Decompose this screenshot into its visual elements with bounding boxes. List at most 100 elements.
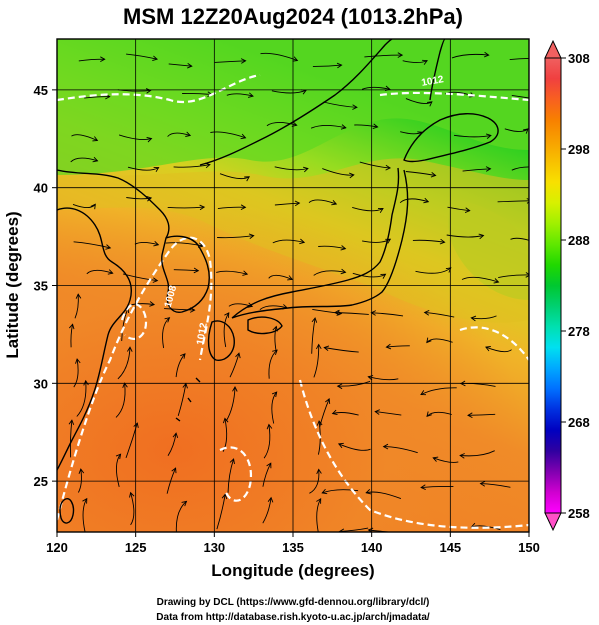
streamline-arrow [266, 423, 273, 430]
streamline [399, 198, 429, 204]
streamline-arrow [129, 491, 135, 498]
streamline [386, 345, 410, 348]
streamline-arrow [374, 409, 380, 415]
streamline-arrow [240, 204, 247, 211]
streamline-arrow [470, 315, 477, 322]
streamline-arrow [382, 443, 389, 450]
streamline-arrow [193, 267, 200, 274]
streamline-arrow [180, 353, 186, 359]
streamline-arrow [483, 51, 490, 58]
streamline-arrow [232, 386, 238, 392]
streamline-arrow [78, 468, 85, 474]
y-tick-label-45: 45 [34, 83, 48, 98]
streamline-arrow [222, 417, 229, 424]
streamline [127, 166, 159, 171]
streamline-arrow [152, 55, 159, 62]
streamline-arrow [248, 233, 255, 239]
streamline [262, 497, 272, 524]
isobar-1012-west [57, 236, 213, 521]
streamline [433, 457, 459, 463]
x-axis-ticks: 120 125 130 135 140 145 150 [46, 532, 540, 555]
streamline [366, 491, 402, 500]
streamline [125, 422, 138, 459]
streamline [78, 469, 82, 493]
streamline [227, 458, 235, 493]
streamline [263, 424, 271, 459]
streamline [73, 358, 79, 388]
streamline-arrow [164, 317, 171, 323]
streamline-arrow [75, 293, 82, 299]
streamline [451, 53, 489, 59]
x-tick-label-135: 135 [282, 540, 304, 555]
streamline-arrow [149, 301, 156, 307]
streamline [167, 206, 205, 209]
isobar-1012-north [57, 73, 261, 103]
streamline [316, 498, 322, 532]
streamline [166, 467, 177, 494]
coast-russia-maritime [199, 39, 393, 166]
streamline-arrow [316, 343, 322, 350]
streamline [322, 168, 354, 176]
streamline [225, 386, 236, 422]
isobar-1012-south [219, 446, 253, 502]
streamline [115, 383, 126, 418]
streamline [272, 239, 305, 244]
streamline [354, 124, 378, 128]
streamline [317, 420, 321, 455]
streamline [177, 383, 187, 417]
streamline-arrow [247, 92, 254, 98]
map-title: MSM 12Z20Aug2024 (1013.2hPa) [123, 4, 463, 29]
streamline-arrow [240, 133, 247, 140]
streamline [129, 303, 155, 306]
streamline [361, 86, 390, 90]
streamline-arrow [439, 238, 446, 245]
streamline [359, 161, 391, 169]
streamline [313, 270, 346, 276]
streamline-arrow [291, 121, 298, 127]
streamline [426, 338, 453, 343]
streamline-arrow [365, 488, 372, 495]
x-tick-label-125: 125 [125, 540, 147, 555]
streamline-arrow [485, 133, 492, 139]
coast-bohai-liaodong [57, 169, 170, 239]
streamline [471, 525, 501, 531]
streamline [447, 206, 470, 212]
streamline-arrow [272, 349, 278, 356]
streamline [76, 380, 87, 417]
streamline [311, 317, 316, 354]
streamline-arrow [478, 233, 485, 240]
streamline-arrow [242, 270, 249, 276]
streamline [352, 272, 386, 278]
streamline [332, 412, 359, 416]
streamline [126, 53, 158, 60]
streamline [121, 307, 129, 342]
coast-japan-kyushu [207, 320, 235, 361]
streamline [319, 398, 330, 428]
streamline [352, 206, 384, 212]
streamline [117, 347, 131, 380]
streamline [70, 157, 98, 163]
streamline [223, 312, 230, 348]
streamline [73, 241, 111, 249]
streamline-arrow [187, 63, 193, 69]
streamline [130, 492, 135, 526]
streamline-arrow [323, 345, 330, 351]
isobar-label-2: 1012 [421, 74, 445, 89]
streamline-arrow [349, 172, 355, 179]
streamline [268, 349, 278, 379]
colorbar-label-268: 268 [568, 415, 590, 430]
streamline [485, 346, 512, 353]
streamline [453, 134, 491, 138]
streamline-arrow [340, 124, 347, 130]
x-axis-label: Longitude (degrees) [211, 561, 374, 580]
streamline-arrow [331, 200, 338, 206]
streamline-arrow [145, 88, 152, 94]
streamline [173, 164, 210, 168]
coast-ryukyu [175, 377, 201, 422]
streamline-arrow [199, 204, 206, 211]
streamline-arrow [146, 195, 153, 202]
streamline-arrow [92, 156, 99, 163]
streamline [71, 134, 98, 141]
streamline-arrow [540, 165, 545, 170]
